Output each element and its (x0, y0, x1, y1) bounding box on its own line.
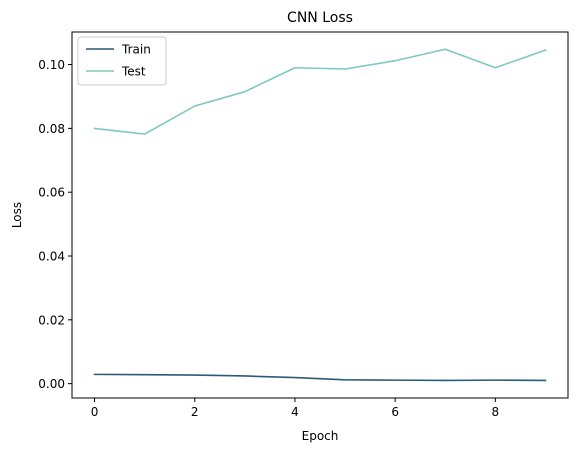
plot-frame (71, 31, 569, 399)
x-tick-label: 8 (492, 405, 500, 419)
chart-title: CNN Loss (287, 10, 353, 26)
legend: Train Test (77, 36, 167, 86)
series-line-test (93, 48, 547, 135)
legend-label-train: Train (121, 43, 151, 57)
y-axis-label: Loss (10, 202, 24, 228)
y-axis: 0.00 0.02 0.04 0.06 0.08 0.10 (38, 58, 72, 391)
plot-background (72, 32, 568, 398)
y-tick-label: 0.08 (38, 122, 65, 136)
x-tick-label: 2 (191, 405, 199, 419)
y-tick-label: 0.00 (38, 377, 65, 391)
series-line-train (93, 373, 547, 382)
series-layer (93, 48, 547, 382)
y-tick-label: 0.02 (38, 313, 65, 327)
legend-label-test: Test (121, 65, 146, 79)
y-tick-label: 0.06 (38, 186, 65, 200)
x-tick-label: 0 (91, 405, 99, 419)
x-tick-label: 4 (291, 405, 299, 419)
x-tick-label: 6 (391, 405, 399, 419)
y-tick-label: 0.04 (38, 250, 65, 264)
x-axis: 0 2 4 6 8 (91, 398, 499, 419)
y-tick-label: 0.10 (38, 58, 65, 72)
x-axis-label: Epoch (302, 429, 339, 443)
